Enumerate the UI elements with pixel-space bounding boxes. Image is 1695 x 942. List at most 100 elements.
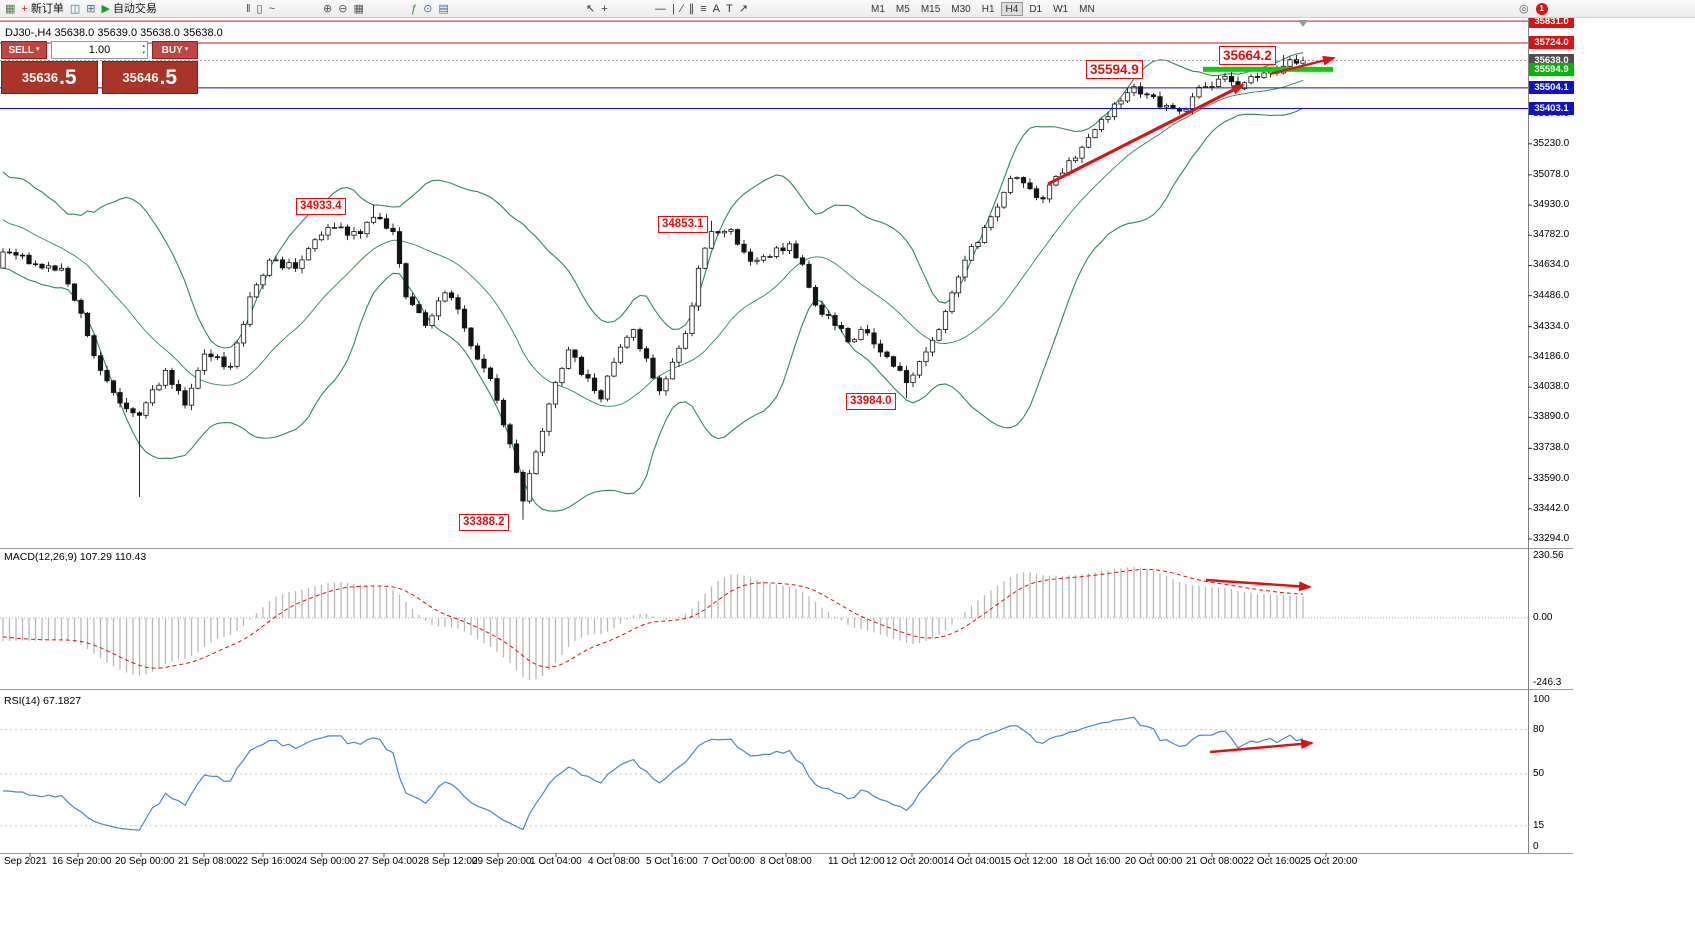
- sell-price-pips: .5: [59, 65, 77, 89]
- text-icon[interactable]: A: [710, 1, 723, 17]
- vertical-line-icon[interactable]: |: [669, 1, 678, 17]
- crosshair-icon: +: [601, 3, 608, 15]
- period-icon[interactable]: ⊙: [420, 1, 435, 17]
- new-chart-icon[interactable]: ▦: [2, 1, 18, 17]
- autotrading-icon: ▶: [101, 3, 110, 15]
- new-order-button-label: 新订单: [30, 3, 64, 15]
- trend-arrow-main[interactable]: [1047, 83, 1245, 186]
- toolbar-group: ↖ +: [583, 1, 611, 17]
- toolbar-group: ▦ + 新订单 ◫ ⊞ ▶ 自动交易: [2, 1, 160, 17]
- horizontal-line-icon[interactable]: —: [652, 1, 669, 17]
- buy-button[interactable]: BUY ▾: [152, 41, 198, 59]
- search-icon: ◎: [1519, 3, 1529, 15]
- macd-arrow[interactable]: [1205, 578, 1312, 592]
- price-annotation-label[interactable]: 35594.9: [1086, 60, 1143, 79]
- data-window-icon[interactable]: ⊞: [83, 1, 98, 17]
- price-annotation-label[interactable]: 34933.4: [296, 198, 346, 215]
- candlesticks: [0, 54, 1306, 520]
- buy-button-label: BUY: [161, 44, 183, 56]
- chart-shift-marker[interactable]: [1298, 20, 1308, 27]
- channel-icon: ∥: [688, 3, 695, 15]
- zoom-in-icon[interactable]: ⊕: [320, 1, 335, 17]
- volume-input[interactable]: 1.00 ▴ ▾: [51, 41, 148, 59]
- new-order-icon: +: [21, 3, 28, 15]
- crosshair-icon[interactable]: +: [598, 1, 610, 17]
- autotrading-button[interactable]: ▶ 自动交易: [98, 1, 159, 17]
- bollinger-upper: [2, 52, 1304, 349]
- arrow-tool-icon[interactable]: ↗: [736, 1, 751, 17]
- new-order-button[interactable]: + 新订单: [18, 1, 66, 17]
- timeframe-W1[interactable]: W1: [1053, 4, 1069, 15]
- bollinger-middle: [2, 79, 1304, 407]
- templates-icon[interactable]: ▤: [435, 1, 451, 17]
- toolbar-group: ƒ ⊙ ▤: [408, 1, 452, 17]
- trendline-icon[interactable]: ∕: [678, 1, 686, 17]
- period-icon: ⊙: [423, 3, 433, 15]
- price-annotation-label[interactable]: 34853.1: [658, 216, 708, 233]
- bollinger-lower: [2, 107, 1304, 512]
- stepper-up-icon[interactable]: ▴: [142, 43, 145, 49]
- volume-stepper[interactable]: ▴ ▾: [142, 43, 145, 57]
- timeframe-MN[interactable]: MN: [1079, 4, 1095, 15]
- cursor-icon[interactable]: ↖: [583, 1, 598, 17]
- macd-histogram: [2, 566, 1304, 680]
- data-window-icon: ⊞: [86, 3, 96, 15]
- bar-chart-type-icon[interactable]: ‖: [243, 1, 254, 17]
- timeframe-M5[interactable]: M5: [895, 4, 910, 15]
- rsi-arrow[interactable]: [1209, 738, 1314, 754]
- rsi-line: [2, 716, 1304, 831]
- stepper-down-icon[interactable]: ▾: [142, 50, 145, 56]
- chart-windows-icon[interactable]: ◫: [67, 1, 83, 17]
- tile-windows-icon[interactable]: ▦: [350, 1, 366, 17]
- price-annotation-label[interactable]: 33388.2: [459, 514, 509, 531]
- volume-value: 1.00: [88, 44, 111, 56]
- buy-price-pips: .5: [159, 65, 178, 89]
- breakout-arrow[interactable]: [1269, 55, 1336, 76]
- timeframe-M30[interactable]: M30: [951, 4, 971, 15]
- trendline-icon: ∕: [680, 3, 683, 15]
- timeframe-M15[interactable]: M15: [920, 4, 941, 15]
- autotrading-button-label: 自动交易: [112, 3, 157, 15]
- sell-price-display[interactable]: 35636 .5: [1, 61, 98, 94]
- line-chart-type-icon: ~: [268, 3, 276, 15]
- fibonacci-icon[interactable]: ≡: [697, 1, 709, 17]
- macd-signal-line: [2, 568, 1304, 669]
- one-click-trade-panel: SELL ▾ 1.00 ▴ ▾ BUY ▾ 35636 .5 35646 .5: [1, 41, 198, 94]
- support-zone[interactable]: [1203, 66, 1333, 72]
- zoom-in-icon: ⊕: [323, 3, 333, 15]
- sell-button-label: SELL: [8, 44, 35, 56]
- toolbar-right-group: ◎ 1: [1516, 1, 1548, 17]
- notification-badge[interactable]: 1: [1535, 3, 1548, 15]
- buy-price-display[interactable]: 35646 .5: [101, 61, 198, 94]
- channel-icon[interactable]: ∥: [686, 1, 698, 17]
- candlestick-type-icon: ▯: [256, 3, 263, 15]
- price-annotation-label[interactable]: 33984.0: [846, 393, 896, 410]
- timeframe-D1[interactable]: D1: [1029, 4, 1043, 15]
- indicators-icon: ƒ: [411, 3, 418, 15]
- sell-button[interactable]: SELL ▾: [1, 41, 47, 59]
- label-icon[interactable]: T: [723, 1, 736, 17]
- fibonacci-icon: ≡: [700, 3, 707, 15]
- indicators-icon[interactable]: ƒ: [408, 1, 420, 17]
- timeframe-H1[interactable]: H1: [981, 4, 995, 15]
- toolbar-group: ‖ ▯ ~: [243, 1, 278, 17]
- vertical-line-icon: |: [672, 3, 675, 15]
- search-icon[interactable]: ◎: [1516, 1, 1532, 17]
- sell-price-main: 35636: [21, 70, 59, 85]
- timeframe-toolbar: M1 M5 M15 M30 H1 H4 D1 W1 MN: [866, 1, 1101, 17]
- timeframe-H4[interactable]: H4: [1000, 2, 1024, 16]
- main-toolbar: ▦ + 新订单 ◫ ⊞ ▶ 自动交易 ‖ ▯ ~ ⊕ ⊖ ▦ ƒ ⊙ ▤ ↖ + — | ∕ ∥ ≡ A T ↗ M1 M5 M15 M3…: [0, 0, 1695, 18]
- chevron-down-icon: ▾: [36, 46, 40, 53]
- label-icon: T: [725, 3, 733, 15]
- new-chart-icon: ▦: [5, 3, 16, 15]
- line-chart-type-icon[interactable]: ~: [266, 1, 278, 17]
- toolbar-group: — | ∕ ∥ ≡ A T ↗: [652, 1, 751, 17]
- tile-windows-icon: ▦: [353, 3, 364, 15]
- zoom-out-icon[interactable]: ⊖: [335, 1, 350, 17]
- candlestick-type-icon[interactable]: ▯: [254, 1, 266, 17]
- price-annotation-label[interactable]: 35664.2: [1219, 46, 1276, 65]
- timeframe-M1[interactable]: M1: [871, 4, 885, 15]
- arrow-tool-icon: ↗: [738, 3, 748, 15]
